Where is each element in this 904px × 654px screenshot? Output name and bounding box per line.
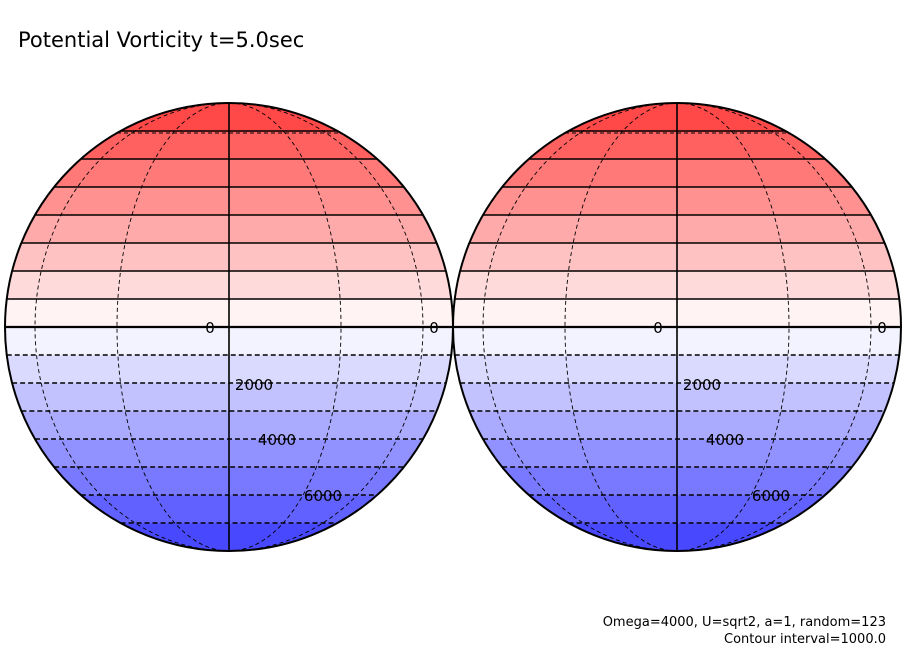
meridian--60 [482, 103, 678, 551]
plot-title: Potential Vorticity t=5.0sec [18, 28, 304, 52]
meridian-60 [228, 103, 424, 551]
contour-label-0: 0 [205, 319, 215, 337]
globe-outline [452, 102, 902, 552]
left-globe-panel: 0 0 2000 4000 6000 [4, 102, 454, 552]
contour-label--4000: 4000 [258, 431, 296, 449]
contour-label--4000: 4000 [706, 431, 744, 449]
meridian--60 [34, 103, 230, 551]
contour-label--6000: 6000 [304, 487, 342, 505]
meridian-60 [676, 103, 872, 551]
right-globe-panel: 0 0 2000 4000 6000 [452, 102, 902, 552]
contour-label-0: 0 [653, 319, 663, 337]
contour-label-0: 0 [877, 319, 887, 337]
contour-label--2000: 2000 [235, 376, 273, 394]
footer-parameters: Omega=4000, U=sqrt2, a=1, random=123 [603, 615, 886, 630]
footer-contour-interval: Contour interval=1000.0 [724, 632, 886, 647]
contour-label--6000: 6000 [752, 487, 790, 505]
contour-label--2000: 2000 [683, 376, 721, 394]
contour-label-0: 0 [429, 319, 439, 337]
